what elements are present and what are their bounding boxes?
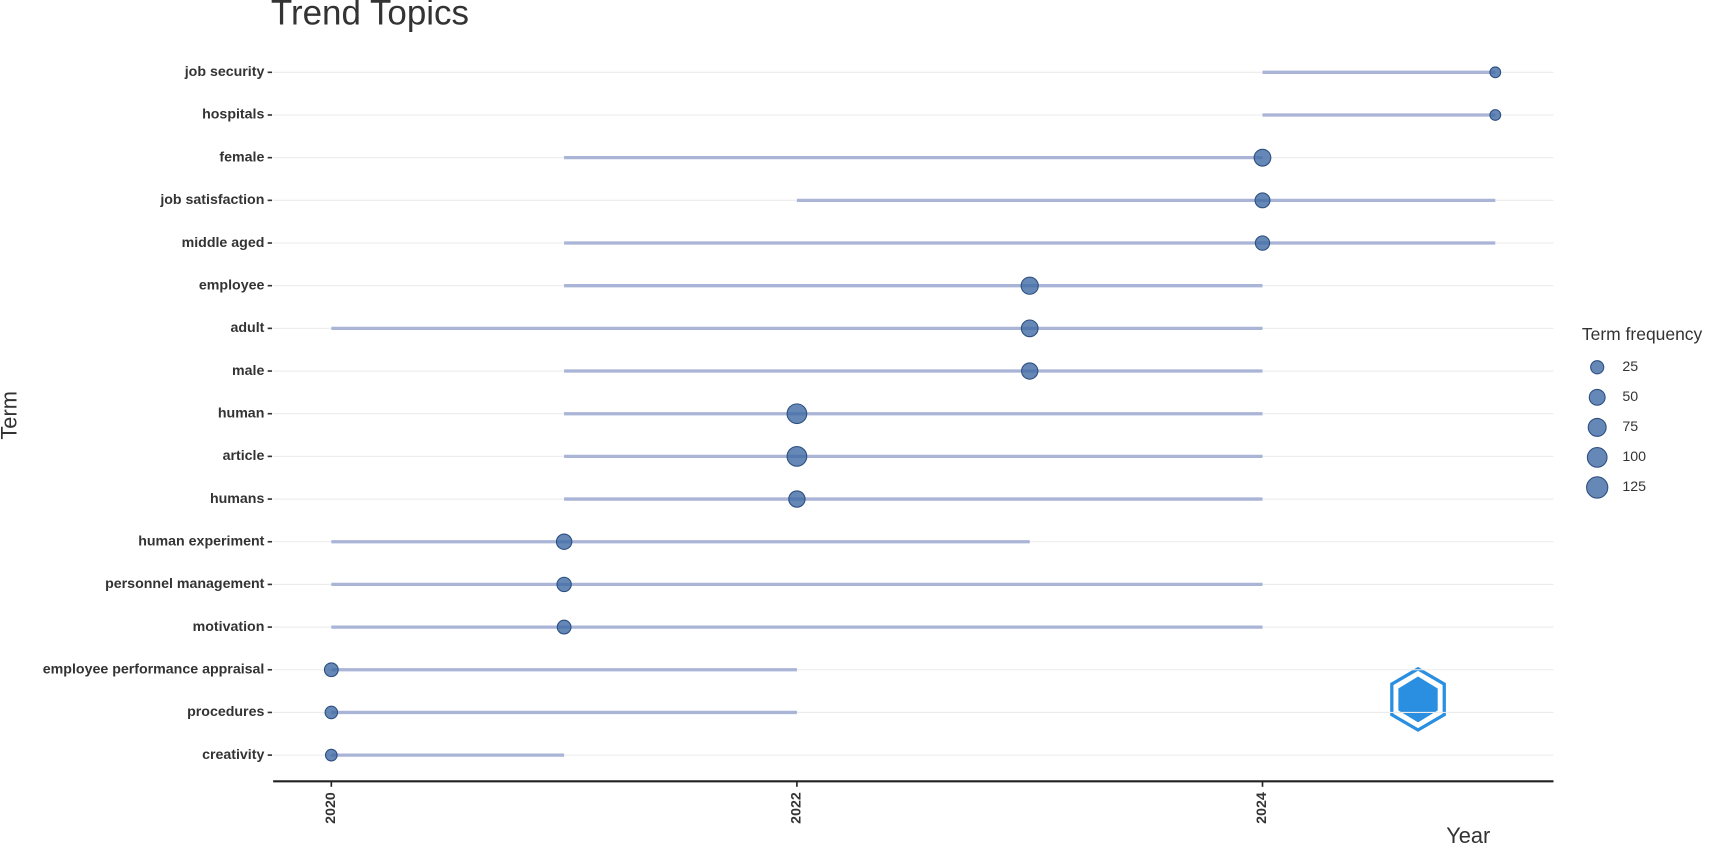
y-tick-label: job satisfaction	[159, 192, 264, 208]
y-tick-label: motivation	[193, 619, 265, 635]
y-tick-label: personnel management	[105, 576, 265, 592]
y-tick-label: hospitals	[202, 107, 264, 123]
point	[556, 576, 572, 593]
y-tick-label: humans	[210, 491, 265, 507]
legend-label: 100	[1622, 449, 1646, 465]
point	[1020, 276, 1039, 295]
point	[1489, 66, 1502, 79]
point	[556, 619, 572, 635]
point	[786, 446, 808, 467]
y-tick-label: adult	[230, 320, 264, 336]
legend-point	[1587, 417, 1607, 437]
point	[1254, 235, 1271, 251]
legend-label: 50	[1622, 389, 1638, 405]
y-tick-label: job security	[184, 64, 265, 80]
logo	[1390, 666, 1446, 732]
y-axis-label: Term	[0, 391, 22, 440]
y-tick-label: procedures	[187, 704, 264, 720]
legend-label: 25	[1622, 359, 1638, 375]
y-tick-label: human	[218, 405, 265, 421]
point	[555, 533, 573, 550]
x-tick-label: 2020	[323, 792, 339, 824]
point	[323, 662, 339, 678]
x-axis-label: Year	[1446, 823, 1490, 846]
legend-point	[1588, 388, 1606, 406]
legend-point	[1590, 360, 1605, 375]
point	[324, 705, 339, 720]
point	[1020, 319, 1039, 338]
legend-label: 75	[1622, 419, 1638, 435]
legend-title: Term frequency	[1582, 324, 1703, 344]
y-tick-label: article	[223, 448, 265, 464]
y-tick-label: employee	[199, 277, 265, 293]
chart-title: Trend Topics	[271, 0, 469, 33]
point	[1021, 362, 1039, 380]
point	[324, 748, 338, 762]
y-tick-label: employee performance appraisal	[43, 662, 265, 678]
legend-label: 125	[1622, 479, 1646, 495]
point	[1253, 148, 1272, 167]
y-tick-label: human experiment	[138, 533, 264, 549]
y-tick-label: middle aged	[182, 235, 265, 251]
point	[786, 403, 808, 425]
point	[788, 490, 806, 508]
y-tick-label: male	[232, 363, 264, 379]
point	[1489, 109, 1502, 121]
point	[1254, 192, 1271, 209]
x-tick-label: 2022	[789, 792, 805, 824]
y-tick-label: female	[219, 149, 264, 165]
y-tick-label: creativity	[202, 747, 264, 763]
x-tick-label: 2024	[1254, 792, 1270, 824]
legend-point	[1586, 447, 1608, 468]
legend-point	[1586, 476, 1609, 499]
